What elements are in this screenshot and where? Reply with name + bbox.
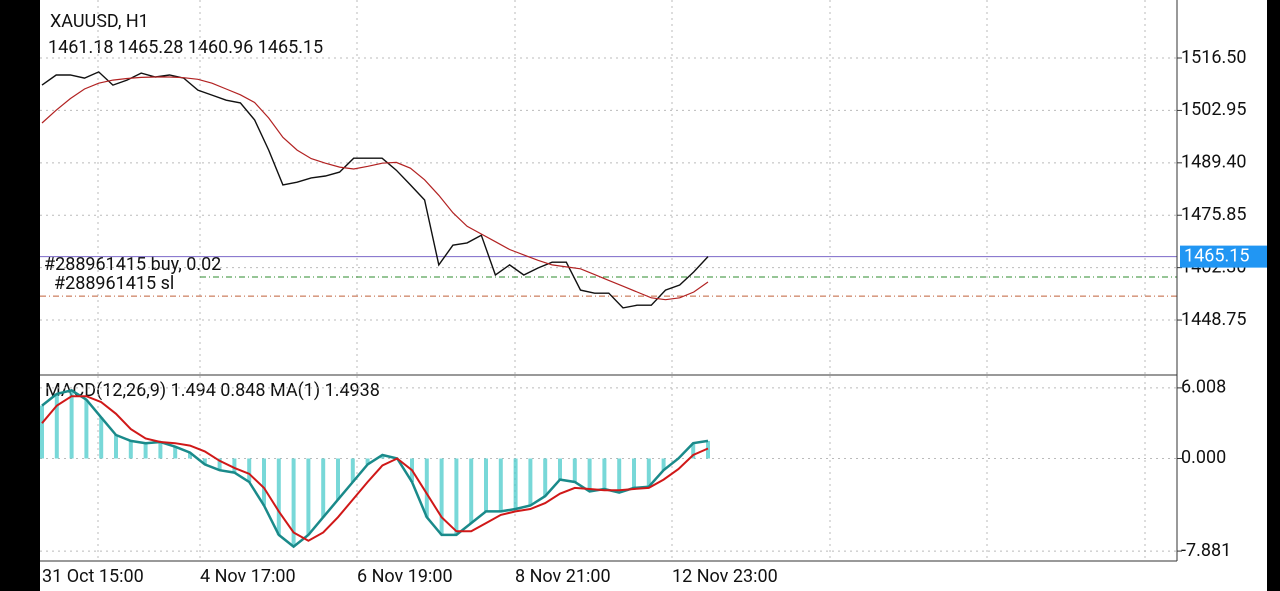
- time-label: 12 Nov 23:00: [672, 566, 778, 587]
- time-label: 31 Oct 15:00: [42, 566, 144, 587]
- time-label: 6 Nov 19:00: [357, 566, 453, 587]
- y-tick-label: 1475.85: [1181, 204, 1246, 225]
- current-price-label: 1465.15: [1184, 245, 1249, 266]
- current-price-box: [1180, 245, 1267, 268]
- y-tick-label: 1516.50: [1181, 47, 1246, 68]
- close-line: [41, 71, 709, 309]
- y-tick-label: 1489.40: [1181, 152, 1246, 173]
- signal-line: [41, 395, 709, 542]
- y-tick-label: 0.000: [1181, 447, 1226, 468]
- order-label: #288961415 buy, 0.02: [44, 254, 221, 275]
- ohlc-label: 1461.18 1465.28 1460.96 1465.15: [48, 37, 323, 58]
- chart-background: [40, 0, 1267, 591]
- moving-average-line: [41, 76, 709, 301]
- time-label: 4 Nov 17:00: [200, 566, 296, 587]
- symbol-label: XAUUSD, H1: [50, 11, 149, 32]
- y-tick-label: 1448.75: [1181, 309, 1246, 330]
- time-label: 8 Nov 21:00: [515, 566, 611, 587]
- macd-label: MACD(12,26,9) 1.494 0.848 MA(1) 1.4938: [45, 380, 380, 401]
- order-label: #288961415 sl: [54, 273, 174, 294]
- y-tick-label: 6.008: [1181, 377, 1226, 398]
- y-tick-label: -7.881: [1181, 540, 1231, 561]
- y-tick-label: 1502.95: [1181, 99, 1246, 120]
